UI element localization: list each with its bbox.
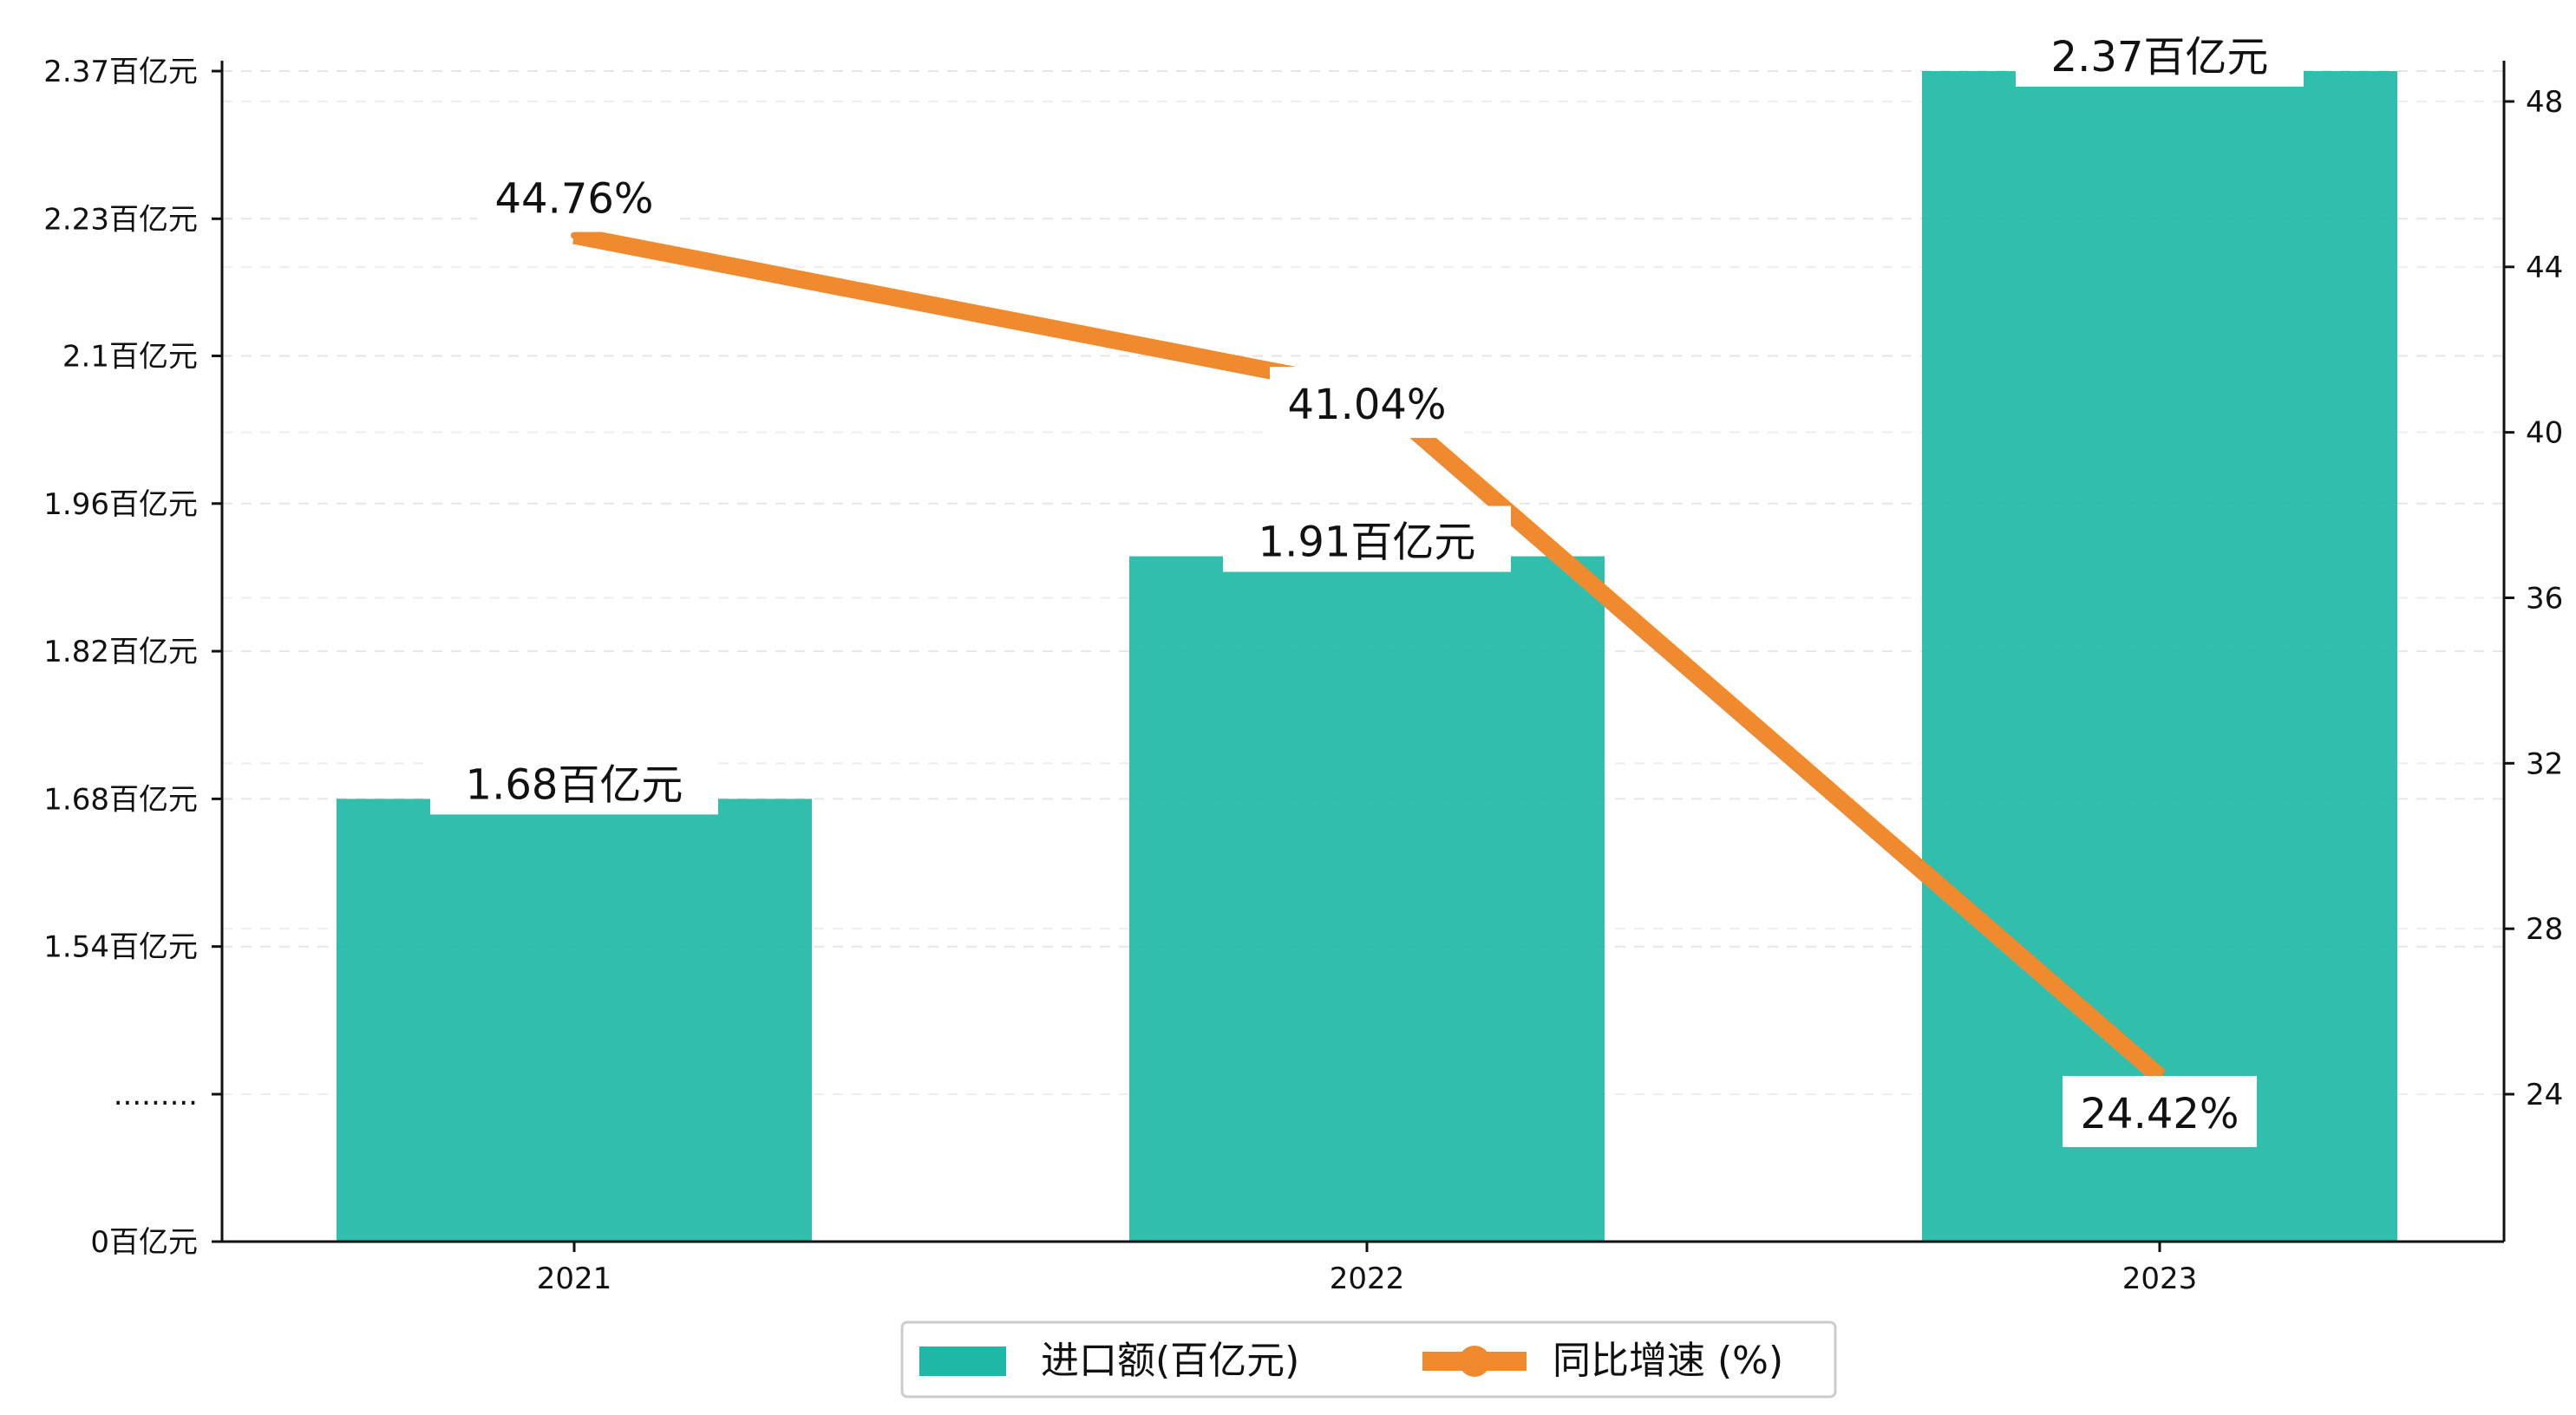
bar-value-label: 1.68百亿元 [466,760,683,809]
x-tick-label: 2021 [537,1262,612,1296]
line-value-label: 24.42% [2080,1090,2239,1138]
bar-value-label: 2.37百亿元 [2051,33,2269,82]
line-label-bg [477,160,671,232]
left-tick-label: 2.23百亿元 [43,202,198,237]
bar-2023 [1922,71,2397,1242]
legend-box [900,1320,1837,1399]
bar-label-bg [1223,505,1511,572]
legend-bar-label: 进口额(百亿元) [1041,1339,1299,1383]
bar-label-bg [430,748,718,815]
x-tick-label: 2022 [1330,1262,1405,1296]
bar-label-bg [2016,21,2304,87]
legend-line-marker [1459,1346,1490,1377]
right-tick-label: 24 [2526,1078,2563,1112]
left-tick-label: 1.54百亿元 [43,930,198,965]
right-tick-label: 48 [2526,85,2563,120]
growth-point-2021 [571,231,578,239]
line-value-label: 44.76% [494,175,653,224]
left-tick-label: 1.96百亿元 [43,487,198,522]
right-tick-label: 44 [2526,251,2563,285]
line-value-label: 41.04% [1287,381,1446,429]
left-tick-label: ......... [114,1078,198,1112]
line-label-bg [1270,367,1464,439]
bar-value-label: 1.91百亿元 [1259,518,1476,567]
left-tick-label: 0百亿元 [90,1225,198,1260]
right-tick-label: 32 [2526,747,2563,781]
left-tick-label: 1.82百亿元 [43,635,198,669]
x-tick-label: 2023 [2122,1262,2198,1296]
left-tick-label: 2.37百亿元 [43,55,198,89]
right-tick-label: 28 [2526,912,2563,947]
legend-line-label: 同比增速 (%) [1553,1339,1783,1383]
legend: 进口额(百亿元) 同比增速 (%) [900,1320,1837,1399]
bar-series [337,71,2397,1242]
right-tick-label: 40 [2526,416,2563,451]
line-label-bg [2063,1075,2257,1147]
bar-2022 [1129,556,1605,1242]
left-tick-label: 1.68百亿元 [43,782,198,817]
legend-bar-swatch [919,1347,1006,1376]
bar-2021 [337,799,812,1242]
right-tick-label: 36 [2526,582,2563,616]
left-tick-label: 2.1百亿元 [62,339,198,374]
data-labels: 1.68百亿元 1.91百亿元 2.37百亿元 44.76% 41.04% 24.42% [430,21,2304,1147]
axes: 0百亿元......... 1.54百亿元 1.68百亿元 1.82百亿元 1.96百亿… [43,55,2563,1296]
